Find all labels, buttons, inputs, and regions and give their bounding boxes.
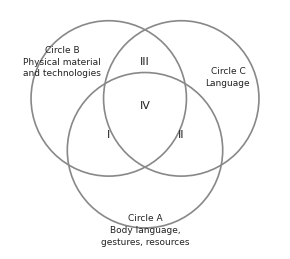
Text: III: III — [140, 57, 150, 67]
Text: Circle A
Body language,
gestures, resources: Circle A Body language, gestures, resour… — [101, 214, 189, 247]
Text: II: II — [178, 130, 184, 140]
Text: Circle B
Physical material
and technologies: Circle B Physical material and technolog… — [23, 46, 101, 78]
Text: IV: IV — [139, 101, 151, 111]
Text: I: I — [107, 130, 110, 140]
Text: Circle C
Language: Circle C Language — [206, 67, 250, 88]
